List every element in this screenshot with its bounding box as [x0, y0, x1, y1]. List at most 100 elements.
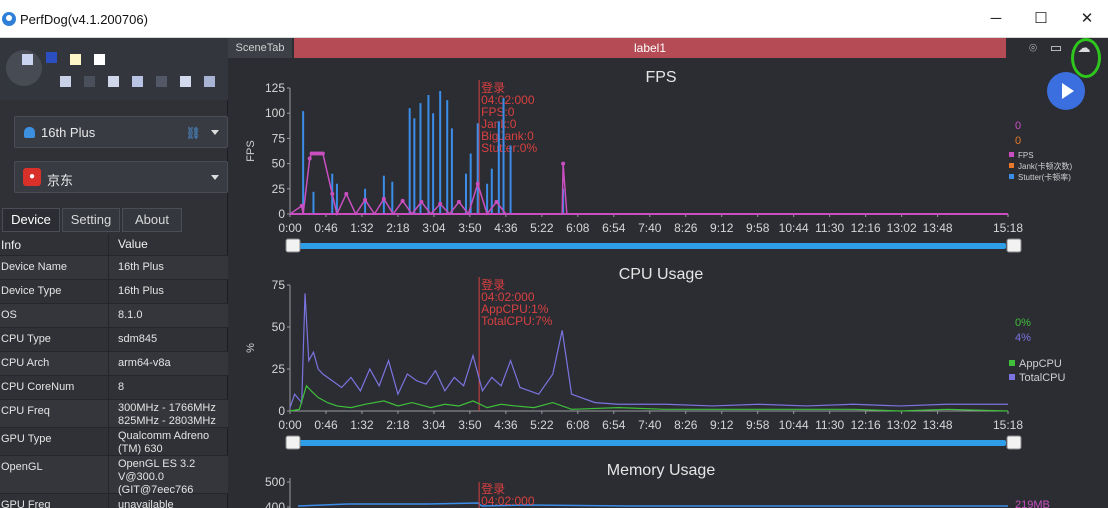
chart-title: Memory Usage	[607, 462, 716, 479]
close-button[interactable]: ✕	[1080, 10, 1094, 27]
column-header-info: Info	[1, 238, 22, 252]
device-select-label: 16th Plus	[41, 125, 96, 140]
x-tick-label: 0:00	[278, 221, 302, 235]
window-title: PerfDog(v4.1.200706)	[20, 12, 148, 27]
y-tick-label: 75	[272, 278, 286, 292]
x-tick-label: 13:02	[887, 221, 917, 235]
info-key: OS	[1, 309, 17, 321]
x-tick-label: 15:18	[993, 418, 1023, 432]
logo-pixel-icon	[70, 54, 81, 65]
info-key: Device Name	[1, 261, 68, 273]
legend-swatch	[1009, 152, 1014, 157]
x-tick-label: 1:32	[350, 418, 374, 432]
legend-entry: FPS	[1018, 151, 1034, 160]
x-tick-label: 11:30	[815, 221, 844, 235]
column-header-value: Value	[118, 237, 148, 251]
x-tick-label: 8:26	[674, 418, 698, 432]
x-tick-label: 0:46	[314, 221, 338, 235]
link-icon[interactable]: ⛓	[185, 126, 201, 140]
fps-point	[311, 151, 316, 156]
cloud-highlight-ring	[1071, 38, 1101, 78]
folder-icon[interactable]: ▭	[1049, 40, 1063, 55]
logo-area	[0, 38, 228, 100]
device-select[interactable]: 16th Plus ⛓	[14, 116, 228, 148]
x-tick-label: 0:46	[314, 418, 338, 432]
info-value: 16th Plus	[118, 285, 164, 297]
info-key: CPU Freq	[1, 405, 50, 417]
x-tick-label: 13:48	[923, 418, 953, 432]
table-row: GPU Type Qualcomm Adreno (TM) 630	[0, 428, 228, 456]
x-tick-label: 15:18	[993, 221, 1023, 235]
fps-point	[400, 198, 405, 203]
tab-device[interactable]: Device	[2, 208, 60, 232]
logo-pixel-icon	[46, 52, 57, 63]
info-key: Device Type	[1, 285, 62, 297]
table-row: CPU Type sdm845	[0, 328, 228, 352]
fps-current-value: 0	[1015, 120, 1021, 132]
table-header: Info Value	[0, 234, 228, 256]
info-value: Qualcomm Adreno (TM) 630	[118, 430, 210, 455]
fps-point	[438, 201, 443, 206]
y-axis-label: %	[245, 343, 257, 353]
slider-handle-left	[285, 435, 301, 450]
play-button[interactable]	[1047, 72, 1085, 110]
location-icon[interactable]: ⌾	[1029, 40, 1037, 55]
y-tick-label: 100	[265, 106, 285, 120]
fps-point	[381, 196, 386, 201]
y-tick-label: 25	[272, 182, 286, 196]
info-key: CPU Type	[1, 333, 51, 345]
table-row: OS 8.1.0	[0, 304, 228, 328]
x-tick-label: 3:50	[458, 221, 482, 235]
logo-pixel-icon	[108, 76, 119, 87]
scene-annotation: 登录	[481, 80, 505, 95]
tab-about[interactable]: About	[122, 208, 182, 232]
fps-point	[363, 197, 368, 202]
chevron-down-icon	[211, 130, 219, 135]
logo-pixel-icon	[22, 54, 33, 65]
fps-point	[456, 199, 461, 204]
legend-swatch	[1009, 174, 1014, 179]
fps-point	[344, 191, 349, 196]
x-tick-label: 3:04	[422, 418, 446, 432]
maximize-button[interactable]: ☐	[1034, 10, 1048, 27]
info-value: sdm845	[118, 333, 158, 345]
main-area: SceneTab label1 ⌾ ▭ ☁ FPS FPS 0 25 50 75 100 12…	[228, 38, 1108, 508]
logo-pixel-icon	[132, 76, 143, 87]
x-tick-label: 9:58	[746, 418, 770, 432]
app-select-label: 京东	[47, 173, 74, 188]
slider-handle-right	[1006, 435, 1022, 450]
x-tick-label: 9:12	[710, 221, 734, 235]
x-tick-label: 8:26	[674, 221, 698, 235]
info-value: unavailable	[118, 499, 174, 508]
slider-handle-right	[1006, 238, 1022, 253]
scene-annotation: Stutter:0%	[481, 141, 537, 155]
table-row: Device Name 16th Plus	[0, 256, 228, 280]
tab-setting[interactable]: Setting	[62, 208, 120, 232]
table-row: Device Type 16th Plus	[0, 280, 228, 304]
scene-annotation: AppCPU:1%	[481, 302, 549, 316]
x-tick-label: 9:12	[710, 418, 734, 432]
x-tick-label: 3:50	[458, 418, 482, 432]
info-value: OpenGL ES 3.2 V@300.0 (GIT@7eec766	[118, 458, 196, 496]
scene-annotation: 登录	[481, 481, 505, 496]
android-icon	[24, 127, 35, 138]
app-select[interactable]: ● 京东	[14, 161, 228, 193]
legend-entry: Stutter(卡顿率)	[1018, 172, 1071, 182]
perfdog-logo-icon	[2, 12, 16, 26]
slider-handle-left	[285, 238, 301, 253]
time-range-slider	[294, 243, 1006, 249]
fps-point	[475, 181, 480, 186]
x-tick-label: 1:32	[350, 221, 374, 235]
y-tick-label: 50	[272, 157, 286, 171]
x-tick-label: 2:18	[386, 418, 410, 432]
minimize-button[interactable]: ─	[990, 10, 1002, 27]
label-bar[interactable]: label1	[294, 38, 1006, 58]
logo-pixel-icon	[60, 76, 71, 87]
scene-annotation: 04:02:000	[481, 93, 535, 107]
info-value: 8	[118, 381, 125, 393]
scene-tab[interactable]: SceneTab	[228, 38, 292, 58]
table-row: OpenGL OpenGL ES 3.2 V@300.0 (GIT@7eec766	[0, 456, 228, 496]
x-tick-label: 10:44	[779, 221, 809, 235]
chart-title: CPU Usage	[619, 266, 704, 283]
legend-swatch	[1009, 374, 1015, 380]
